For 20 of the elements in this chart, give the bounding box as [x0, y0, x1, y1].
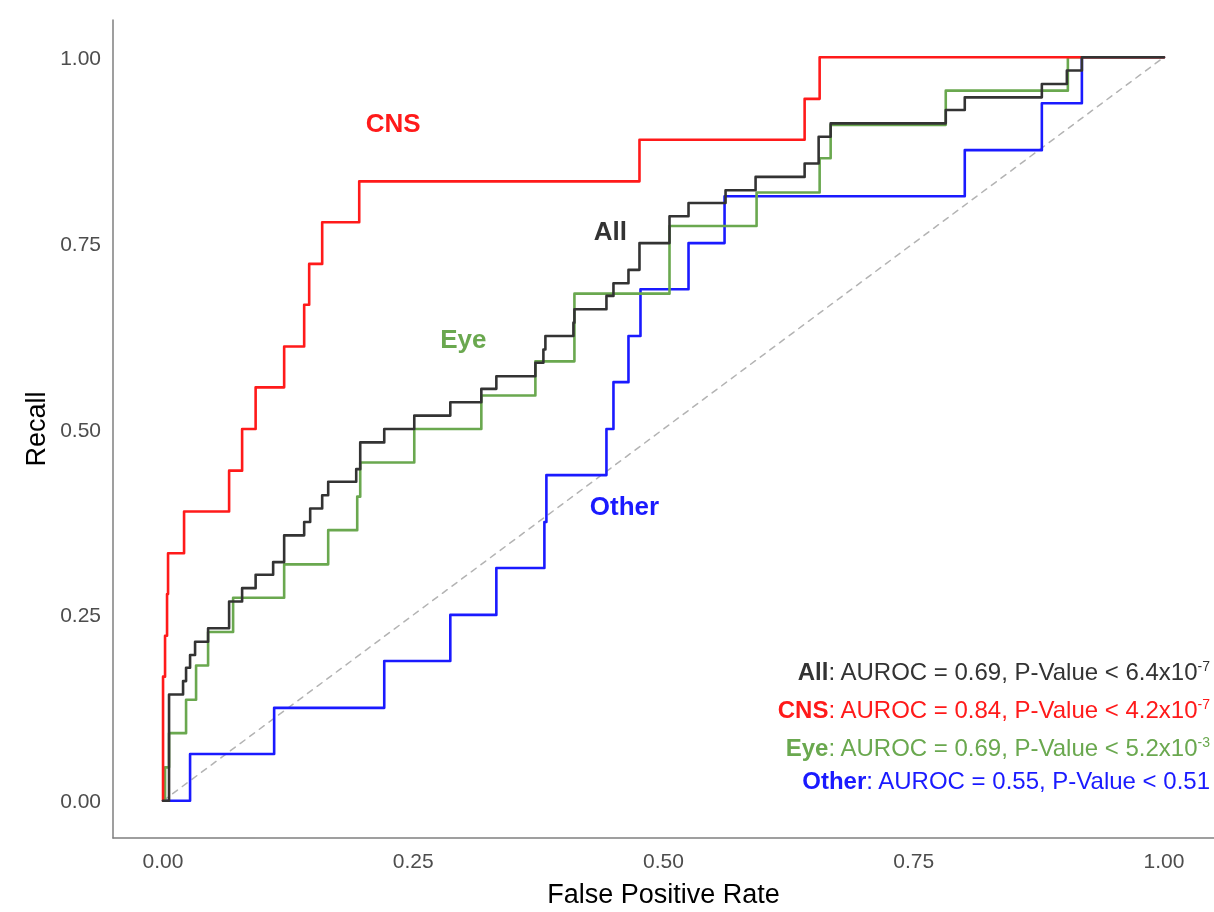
series-label: CNS	[365, 107, 421, 138]
annotation: CNS: AUROC = 0.84, P-Value < 4.2x10$^{-7}$	[777, 696, 1210, 723]
x-axis-title: False Positive Rate	[547, 878, 780, 909]
y-tick-label: 1.00	[60, 45, 101, 69]
series-label: All	[593, 216, 628, 247]
annotation: Eye: AUROC = 0.69, P-Value < 5.2x10$^{-3}$	[785, 734, 1210, 761]
series-label: Eye	[440, 324, 487, 355]
x-tick-label: 0.25	[392, 849, 434, 872]
y-tick-label: 0.00	[60, 789, 101, 813]
x-tick-label: 0.75	[893, 849, 935, 872]
x-tick-label: 0.00	[142, 849, 184, 872]
y-axis-title: Recall	[20, 391, 51, 467]
series-label: Other	[589, 491, 660, 522]
annotation: All: AUROC = 0.69, P-Value < 6.4x10$^{-7}$	[797, 658, 1210, 685]
annotation: Other: AUROC = 0.55, P-Value < 0.51	[802, 767, 1210, 794]
x-tick-label: 1.00	[1143, 849, 1185, 872]
y-tick-label: 0.50	[60, 417, 101, 441]
x-tick-label: 0.50	[643, 849, 684, 872]
y-tick-label: 0.25	[60, 603, 101, 627]
y-tick-label: 0.75	[60, 231, 101, 255]
